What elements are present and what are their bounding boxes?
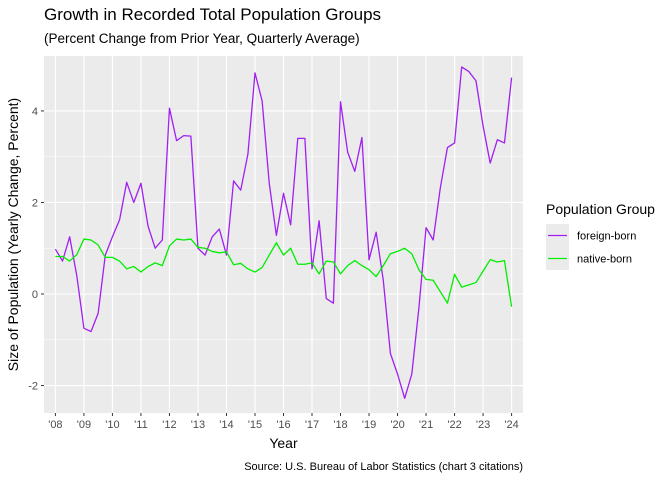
y-axis-title: Size of Population (Yearly Change, Perce… [5,98,21,371]
x-axis: '08 '09 '10 '11 '12 '13 '14 '15 '16 '17 '18 '19 '20 '… [48,413,519,431]
x-tick-label: '13 [191,419,205,431]
x-tick-label: '21 [419,419,433,431]
x-tick-label: '22 [447,419,461,431]
series-lines [54,66,513,400]
y-tick-label: 0 [32,289,38,301]
x-tick-label: '14 [219,419,233,431]
y-axis: -2 0 2 4 [28,106,44,393]
x-tick-label: '10 [105,419,119,431]
x-tick-label: '16 [276,419,290,431]
x-tick-label: '08 [48,419,62,431]
y-tick-label: -2 [28,381,38,393]
x-axis-title: Year [269,435,298,451]
x-tick-label: '18 [333,419,347,431]
x-tick-label: '09 [77,419,91,431]
major-gridlines [44,56,523,413]
legend-label-foreign-born: foreign-born [577,231,636,243]
y-tick-label: 2 [32,197,38,209]
x-tick-label: '23 [476,419,490,431]
legend-label-native-born: native-born [577,254,632,266]
x-tick-label: '12 [162,419,176,431]
x-tick-label: '15 [248,419,262,431]
chart-title: Growth in Recorded Total Population Grou… [44,5,381,24]
legend: Population Group foreign-born native-born [546,201,655,270]
series-line-native-born [55,238,513,307]
series-line-foreign-born [54,66,513,400]
x-tick-label: '17 [305,419,319,431]
chart-subtitle: (Percent Change from Prior Year, Quarter… [44,31,360,46]
x-tick-label: '24 [504,419,518,431]
legend-title: Population Group [546,201,655,217]
y-tick-label: 4 [32,106,38,118]
x-tick-label: '20 [390,419,404,431]
chart-caption: Source: U.S. Bureau of Labor Statistics … [244,461,523,473]
x-tick-label: '11 [134,419,148,431]
x-tick-label: '19 [362,419,376,431]
